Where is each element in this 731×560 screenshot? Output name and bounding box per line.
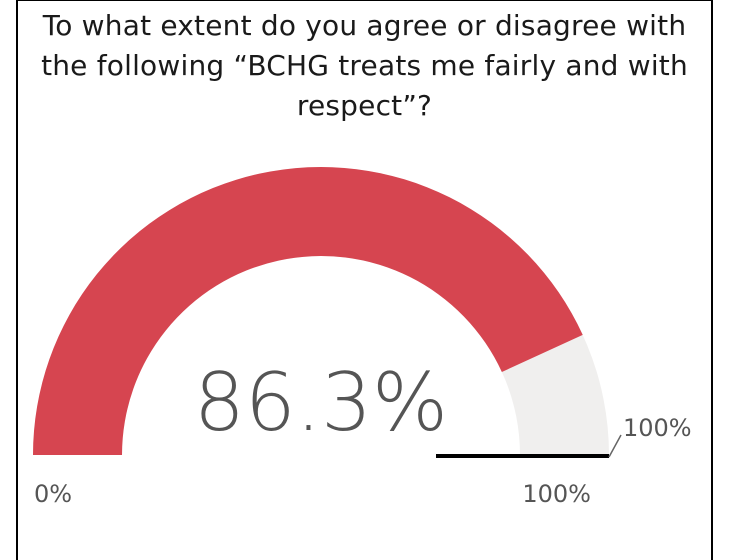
- chart-title: To what extent do you agree or disagree …: [41, 9, 688, 122]
- gauge-target-label: 100%: [623, 414, 692, 442]
- gauge-value-label: 86.3%: [194, 356, 448, 449]
- gauge-max-label: 100%: [522, 480, 591, 508]
- gauge-value-arc: [33, 166, 583, 455]
- target-leader-line: [608, 434, 622, 458]
- gauge-min-label: 0%: [34, 480, 72, 508]
